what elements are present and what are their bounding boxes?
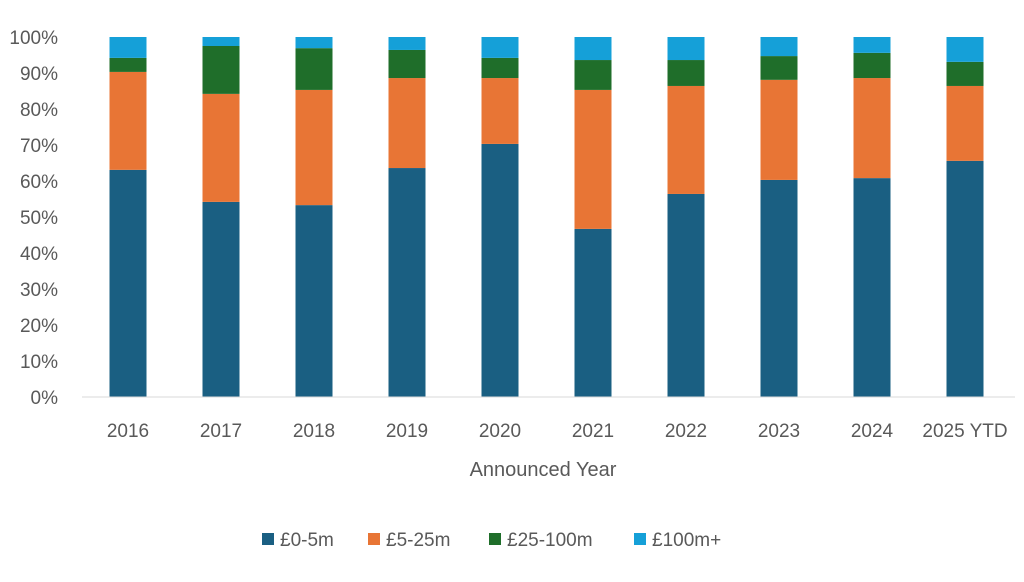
legend-swatch xyxy=(489,533,501,545)
bar-segment--0-5m xyxy=(853,178,891,397)
bar-segment--25-100m xyxy=(574,60,612,90)
bar-segment--25-100m xyxy=(295,48,333,90)
y-tick-label: 0% xyxy=(31,388,59,409)
y-tick-label: 100% xyxy=(9,28,58,49)
bar-segment--100m- xyxy=(760,37,798,57)
legend-swatch xyxy=(368,533,380,545)
y-tick-label: 30% xyxy=(20,280,58,301)
legend-label: £5-25m xyxy=(386,530,450,551)
bar-segment--100m- xyxy=(667,37,705,61)
bar-segment--25-100m xyxy=(667,60,705,86)
bar-segment--5-25m xyxy=(946,85,984,161)
bar-segment--25-100m xyxy=(109,57,147,72)
bar-segment--0-5m xyxy=(667,193,705,397)
bar-segment--5-25m xyxy=(388,78,426,169)
bar-segment--25-100m xyxy=(202,46,240,94)
x-tick-label: 2023 xyxy=(758,421,800,442)
legend-label: £25-100m xyxy=(507,530,593,551)
bar-segment--5-25m xyxy=(295,89,333,206)
bar-segment--5-25m xyxy=(667,85,705,194)
bar-segment--25-100m xyxy=(388,49,426,79)
x-axis-title: Announced Year xyxy=(470,459,617,481)
legend-label: £0-5m xyxy=(280,530,334,551)
x-tick-label: 2022 xyxy=(665,421,707,442)
bar-segment--5-25m xyxy=(481,78,519,144)
bar-segment--5-25m xyxy=(574,89,612,229)
bar-segment--100m- xyxy=(388,37,426,50)
bar-segment--5-25m xyxy=(202,93,240,202)
x-tick-label: 2018 xyxy=(293,421,335,442)
bar-segment--100m- xyxy=(295,37,333,49)
bar-segment--5-25m xyxy=(109,71,147,170)
legend-swatch xyxy=(634,533,646,545)
y-tick-label: 20% xyxy=(20,316,58,337)
bar-segment--0-5m xyxy=(946,160,984,397)
x-tick-label: 2017 xyxy=(200,421,242,442)
bar-segment--25-100m xyxy=(853,52,891,79)
bar-segment--25-100m xyxy=(946,61,984,86)
y-tick-label: 80% xyxy=(20,100,58,121)
y-tick-label: 40% xyxy=(20,244,58,265)
bar-segment--0-5m xyxy=(481,143,519,397)
x-tick-label: 2016 xyxy=(107,421,149,442)
bar-segment--100m- xyxy=(202,37,240,46)
bar-segment--100m- xyxy=(946,37,984,62)
x-tick-label: 2025 YTD xyxy=(922,421,1007,442)
legend-swatch xyxy=(262,533,274,545)
y-tick-label: 50% xyxy=(20,208,58,229)
bar-segment--25-100m xyxy=(760,56,798,80)
bar-segment--0-5m xyxy=(109,169,147,397)
bar-segment--25-100m xyxy=(481,57,519,79)
x-tick-label: 2024 xyxy=(851,421,894,442)
y-tick-label: 60% xyxy=(20,172,58,193)
bar-segment--0-5m xyxy=(202,201,240,397)
bar-segment--100m- xyxy=(853,37,891,53)
bar-segment--100m- xyxy=(481,37,519,58)
x-tick-label: 2021 xyxy=(572,421,614,442)
legend-label: £100m+ xyxy=(652,530,721,551)
bar-segment--100m- xyxy=(574,37,612,61)
x-tick-label: 2020 xyxy=(479,421,521,442)
bar-segment--0-5m xyxy=(295,205,333,397)
bar-segment--0-5m xyxy=(574,228,612,397)
bar-segment--5-25m xyxy=(853,78,891,179)
y-tick-label: 70% xyxy=(20,136,58,157)
y-tick-label: 90% xyxy=(20,64,58,85)
x-tick-label: 2019 xyxy=(386,421,428,442)
bar-segment--5-25m xyxy=(760,79,798,180)
bar-segment--0-5m xyxy=(760,179,798,397)
bar-segment--0-5m xyxy=(388,168,426,397)
y-tick-label: 10% xyxy=(20,352,58,373)
bar-segment--100m- xyxy=(109,37,147,58)
